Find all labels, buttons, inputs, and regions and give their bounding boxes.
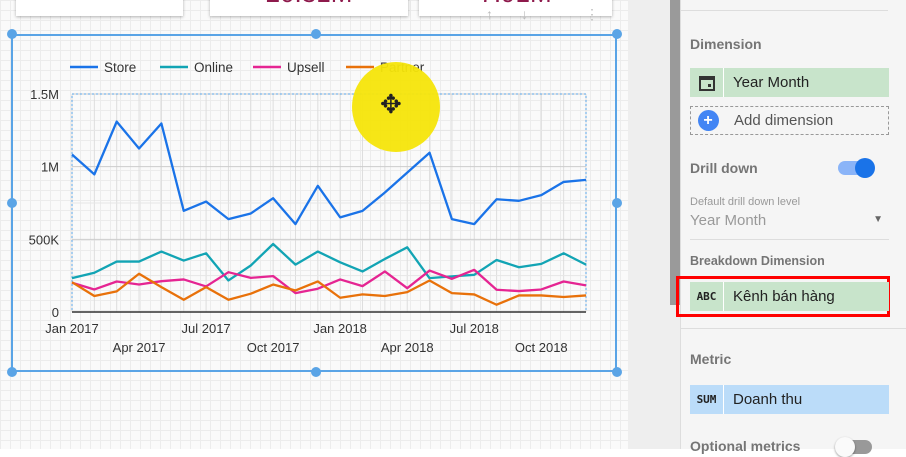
metric-heading: Metric: [690, 351, 732, 367]
scorecard[interactable]: [16, 0, 183, 16]
dropdown-arrow-icon: ▼: [873, 214, 883, 225]
legend-label: Store: [104, 60, 136, 75]
legend-label: Upsell: [287, 60, 325, 75]
drill-down-toggle[interactable]: [838, 158, 875, 178]
add-dimension-button[interactable]: + Add dimension: [690, 106, 889, 135]
resize-handle[interactable]: [311, 367, 321, 377]
resize-handle[interactable]: [311, 29, 321, 39]
dimension-chip[interactable]: Year Month: [690, 68, 889, 97]
resize-handle[interactable]: [612, 29, 622, 39]
add-dimension-label: Add dimension: [734, 112, 834, 129]
x-tick-label: Jul 2018: [450, 321, 499, 336]
resize-handle[interactable]: [612, 198, 622, 208]
metric-chip[interactable]: SUM Doanh thu: [690, 385, 889, 414]
x-tick-label: Apr 2018: [381, 340, 434, 355]
scorecard-value: 20.31M: [210, 0, 408, 9]
optional-metrics-toggle[interactable]: [835, 437, 872, 457]
resize-handle[interactable]: [7, 198, 17, 208]
metric-label: Doanh thu: [733, 391, 803, 408]
y-tick-label: 1M: [41, 160, 59, 175]
dimension-heading: Dimension: [690, 36, 762, 52]
y-tick-label: 1.5M: [30, 87, 59, 102]
x-tick-label: Jul 2017: [182, 321, 231, 336]
resize-handle[interactable]: [7, 367, 17, 377]
scorecard-value: 7.91M: [419, 0, 612, 9]
series-line-partner: [71, 272, 587, 306]
legend-label: Online: [194, 60, 233, 75]
time-series-chart[interactable]: 0 500K 1M 1.5M Jan 2017 Apr 2017 Jul 2017 Oct 2…: [0, 0, 628, 449]
default-level-value: Year Month: [690, 212, 767, 229]
scorecard[interactable]: 7.91M: [419, 0, 612, 16]
breakdown-heading: Breakdown Dimension: [690, 254, 825, 268]
breakdown-label: Kênh bán hàng: [733, 288, 835, 305]
drill-down-label: Drill down: [690, 160, 758, 176]
calendar-icon: [690, 68, 724, 97]
y-tick-label: 0: [52, 305, 59, 320]
x-tick-label: Oct 2017: [247, 340, 300, 355]
properties-panel: Dimension Year Month + Add dimension Dri…: [676, 0, 906, 457]
default-level-select[interactable]: Year Month ▼: [690, 212, 889, 240]
default-level-label: Default drill down level: [690, 196, 801, 208]
scrollbar[interactable]: [670, 0, 680, 305]
x-tick-label: Jan 2017: [45, 321, 99, 336]
x-tick-label: Apr 2017: [113, 340, 166, 355]
resize-handle[interactable]: [612, 367, 622, 377]
move-cursor-icon: ✥: [380, 89, 402, 119]
x-tick-label: Oct 2018: [515, 340, 568, 355]
resize-handle[interactable]: [7, 29, 17, 39]
arrow-down-icon[interactable]: ↓: [521, 6, 528, 22]
report-canvas: 20.31M 7.91M ↑ ↓ ⋮ 0 500K 1M 1.5M Jan 2017 Ap…: [0, 0, 628, 449]
series-line-store: [71, 120, 587, 226]
scorecard[interactable]: 20.31M: [210, 0, 408, 16]
optional-metrics-label: Optional metrics: [690, 438, 801, 454]
arrow-up-icon[interactable]: ↑: [486, 6, 493, 22]
y-tick-label: 500K: [29, 232, 60, 247]
dimension-label: Year Month: [733, 74, 810, 91]
cursor-highlight: [352, 62, 440, 152]
aggregation-label: SUM: [690, 385, 724, 414]
add-icon: +: [691, 107, 725, 134]
breakdown-dimension-chip[interactable]: ABC Kênh bán hàng: [690, 282, 889, 311]
more-icon[interactable]: ⋮: [585, 6, 599, 22]
series-line-upsell: [71, 268, 587, 295]
text-type-icon: ABC: [690, 282, 724, 311]
x-tick-label: Jan 2018: [313, 321, 367, 336]
series-line-online: [71, 242, 587, 282]
